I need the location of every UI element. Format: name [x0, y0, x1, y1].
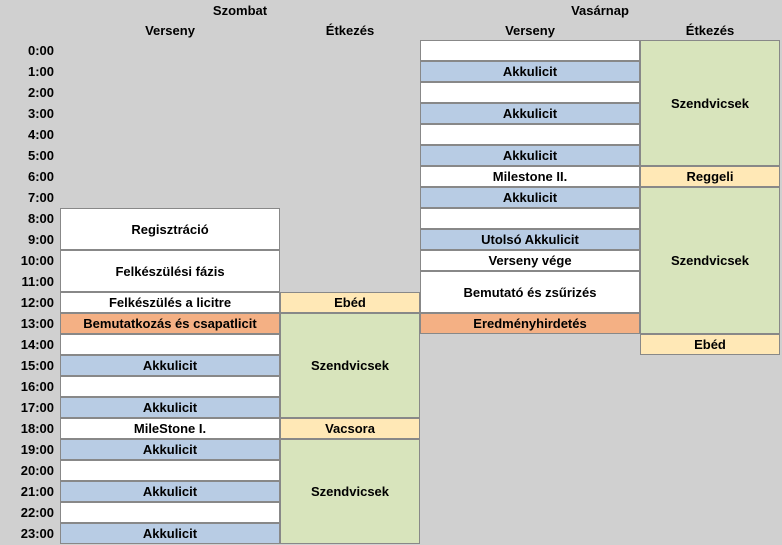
- time-label: 9:00: [0, 229, 60, 250]
- schedule-block: [60, 502, 280, 523]
- header-day1: Szombat: [60, 3, 420, 18]
- schedule-block: Felkészülési fázis: [60, 250, 280, 292]
- schedule-block: Bemutatkozás és csapatlicit: [60, 313, 280, 334]
- time-label: 1:00: [0, 61, 60, 82]
- schedule-block: Akkulicit: [60, 439, 280, 460]
- header-day2: Vasárnap: [420, 3, 780, 18]
- time-label: 2:00: [0, 82, 60, 103]
- time-label: 20:00: [0, 460, 60, 481]
- schedule-block: Ebéd: [640, 334, 780, 355]
- schedule-block: [60, 376, 280, 397]
- time-label: 12:00: [0, 292, 60, 313]
- schedule-block: Akkulicit: [60, 355, 280, 376]
- schedule-block: [420, 208, 640, 229]
- time-label: 8:00: [0, 208, 60, 229]
- header-d2-comp: Verseny: [420, 23, 640, 38]
- time-column: 0:001:002:003:004:005:006:007:008:009:00…: [0, 40, 60, 544]
- time-label: 18:00: [0, 418, 60, 439]
- schedule-block: Reggeli: [640, 166, 780, 187]
- time-label: 13:00: [0, 313, 60, 334]
- time-label: 15:00: [0, 355, 60, 376]
- schedule-block: Szendvicsek: [640, 40, 780, 166]
- schedule-block: Akkulicit: [420, 61, 640, 82]
- schedule-block: Akkulicit: [60, 397, 280, 418]
- time-label: 0:00: [0, 40, 60, 61]
- schedule-block: [420, 82, 640, 103]
- time-label: 10:00: [0, 250, 60, 271]
- schedule-block: Regisztráció: [60, 208, 280, 250]
- header-d2-meal: Étkezés: [640, 23, 780, 38]
- schedule-block: MileStone I.: [60, 418, 280, 439]
- time-label: 22:00: [0, 502, 60, 523]
- schedule-block: [420, 40, 640, 61]
- schedule-block: [60, 460, 280, 481]
- schedule-block: Akkulicit: [420, 187, 640, 208]
- time-label: 5:00: [0, 145, 60, 166]
- schedule-block: Utolsó Akkulicit: [420, 229, 640, 250]
- time-label: 4:00: [0, 124, 60, 145]
- schedule-block: [60, 334, 280, 355]
- time-label: 11:00: [0, 271, 60, 292]
- time-label: 6:00: [0, 166, 60, 187]
- time-label: 23:00: [0, 523, 60, 544]
- time-label: 21:00: [0, 481, 60, 502]
- schedule-block: Szendvicsek: [280, 313, 420, 418]
- time-label: 3:00: [0, 103, 60, 124]
- schedule-block: Ebéd: [280, 292, 420, 313]
- time-label: 16:00: [0, 376, 60, 397]
- schedule-block: Eredményhirdetés: [420, 313, 640, 334]
- schedule-block: [420, 124, 640, 145]
- time-label: 19:00: [0, 439, 60, 460]
- schedule-block: Akkulicit: [60, 523, 280, 544]
- schedule-block: Vacsora: [280, 418, 420, 439]
- header-d1-meal: Étkezés: [280, 23, 420, 38]
- header-days: Szombat Vasárnap: [0, 0, 782, 20]
- schedule-table: { "layout": { "row_height": 21, "time_co…: [0, 0, 782, 545]
- time-label: 14:00: [0, 334, 60, 355]
- time-label: 17:00: [0, 397, 60, 418]
- schedule-block: Verseny vége: [420, 250, 640, 271]
- schedule-block: Szendvicsek: [640, 187, 780, 334]
- schedule-block: Felkészülés a licitre: [60, 292, 280, 313]
- schedule-block: Akkulicit: [420, 145, 640, 166]
- schedule-block: Milestone II.: [420, 166, 640, 187]
- header-d1-comp: Verseny: [60, 23, 280, 38]
- schedule-block: Akkulicit: [420, 103, 640, 124]
- schedule-block: Szendvicsek: [280, 439, 420, 544]
- time-label: 7:00: [0, 187, 60, 208]
- header-sub: Verseny Étkezés Verseny Étkezés: [0, 20, 782, 40]
- schedule-block: Akkulicit: [60, 481, 280, 502]
- schedule-block: Bemutató és zsűrizés: [420, 271, 640, 313]
